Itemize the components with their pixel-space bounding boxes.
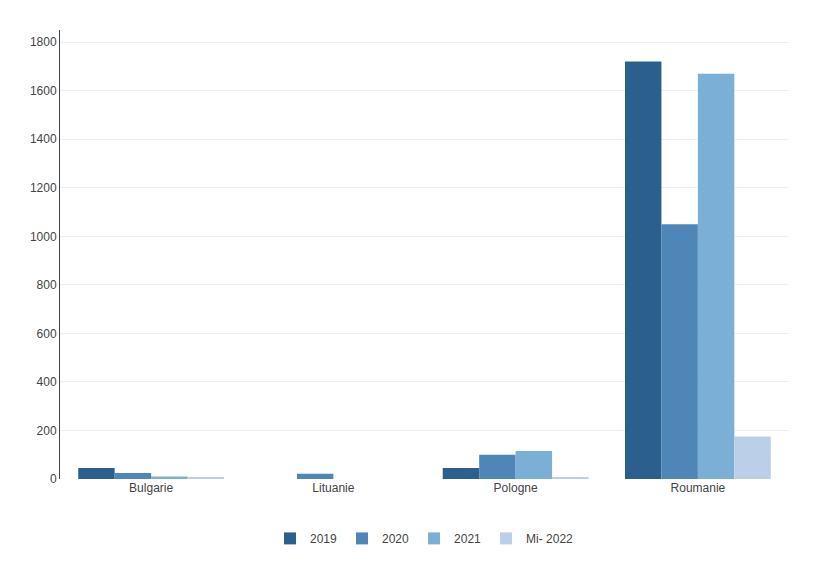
svg-text:400: 400 [37, 375, 57, 389]
svg-text:2020: 2020 [382, 532, 409, 546]
svg-text:600: 600 [37, 327, 57, 341]
svg-text:Roumanie: Roumanie [671, 481, 726, 495]
svg-text:1800: 1800 [30, 35, 57, 49]
svg-text:1400: 1400 [30, 132, 57, 146]
svg-text:Mi- 2022: Mi- 2022 [526, 532, 573, 546]
svg-text:Bulgarie: Bulgarie [129, 481, 173, 495]
svg-text:Pologne: Pologne [494, 481, 538, 495]
svg-text:1000: 1000 [30, 230, 57, 244]
svg-text:0: 0 [50, 472, 57, 486]
svg-text:800: 800 [37, 278, 57, 292]
svg-text:2019: 2019 [310, 532, 337, 546]
svg-text:1600: 1600 [30, 84, 57, 98]
svg-text:Lituanie: Lituanie [312, 481, 354, 495]
svg-text:1200: 1200 [30, 181, 57, 195]
svg-text:200: 200 [37, 424, 57, 438]
svg-text:2021: 2021 [454, 532, 481, 546]
